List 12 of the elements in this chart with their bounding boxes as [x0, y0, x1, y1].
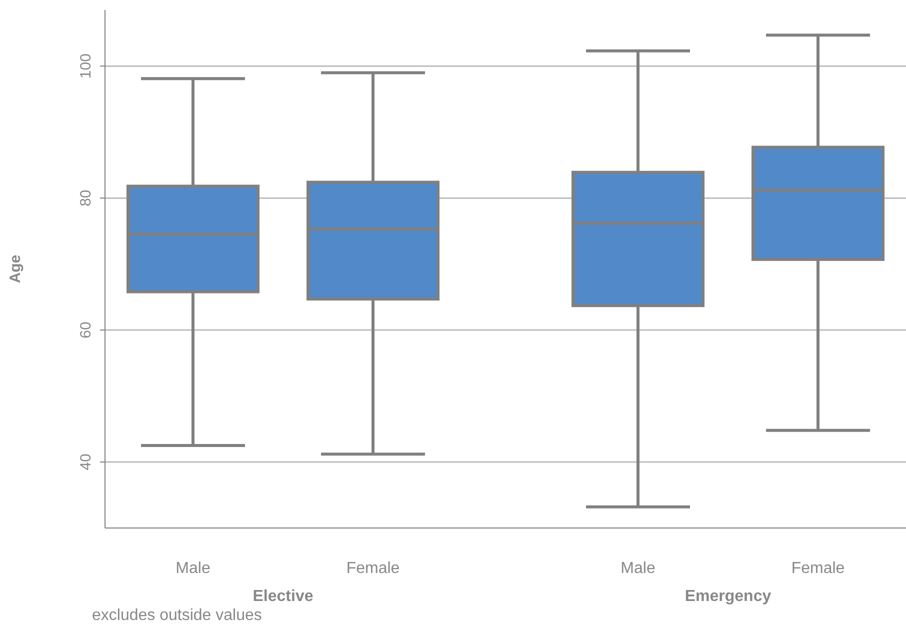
x-tick-label: Male — [176, 560, 210, 577]
y-tick-label: 40 — [77, 454, 94, 470]
y-tick-label: 100 — [77, 54, 94, 79]
x-tick-label: Female — [346, 560, 400, 577]
text: excludes outside values — [92, 607, 262, 624]
text: Elective — [252, 588, 314, 605]
y-tick-label: 60 — [77, 322, 94, 338]
text: Emergency — [684, 588, 772, 605]
x-tick-label: Male — [620, 560, 656, 577]
x-tick-label: Female — [791, 560, 845, 577]
y-tick-label: 80 — [77, 190, 94, 206]
y-axis-title: Age — [7, 254, 24, 284]
